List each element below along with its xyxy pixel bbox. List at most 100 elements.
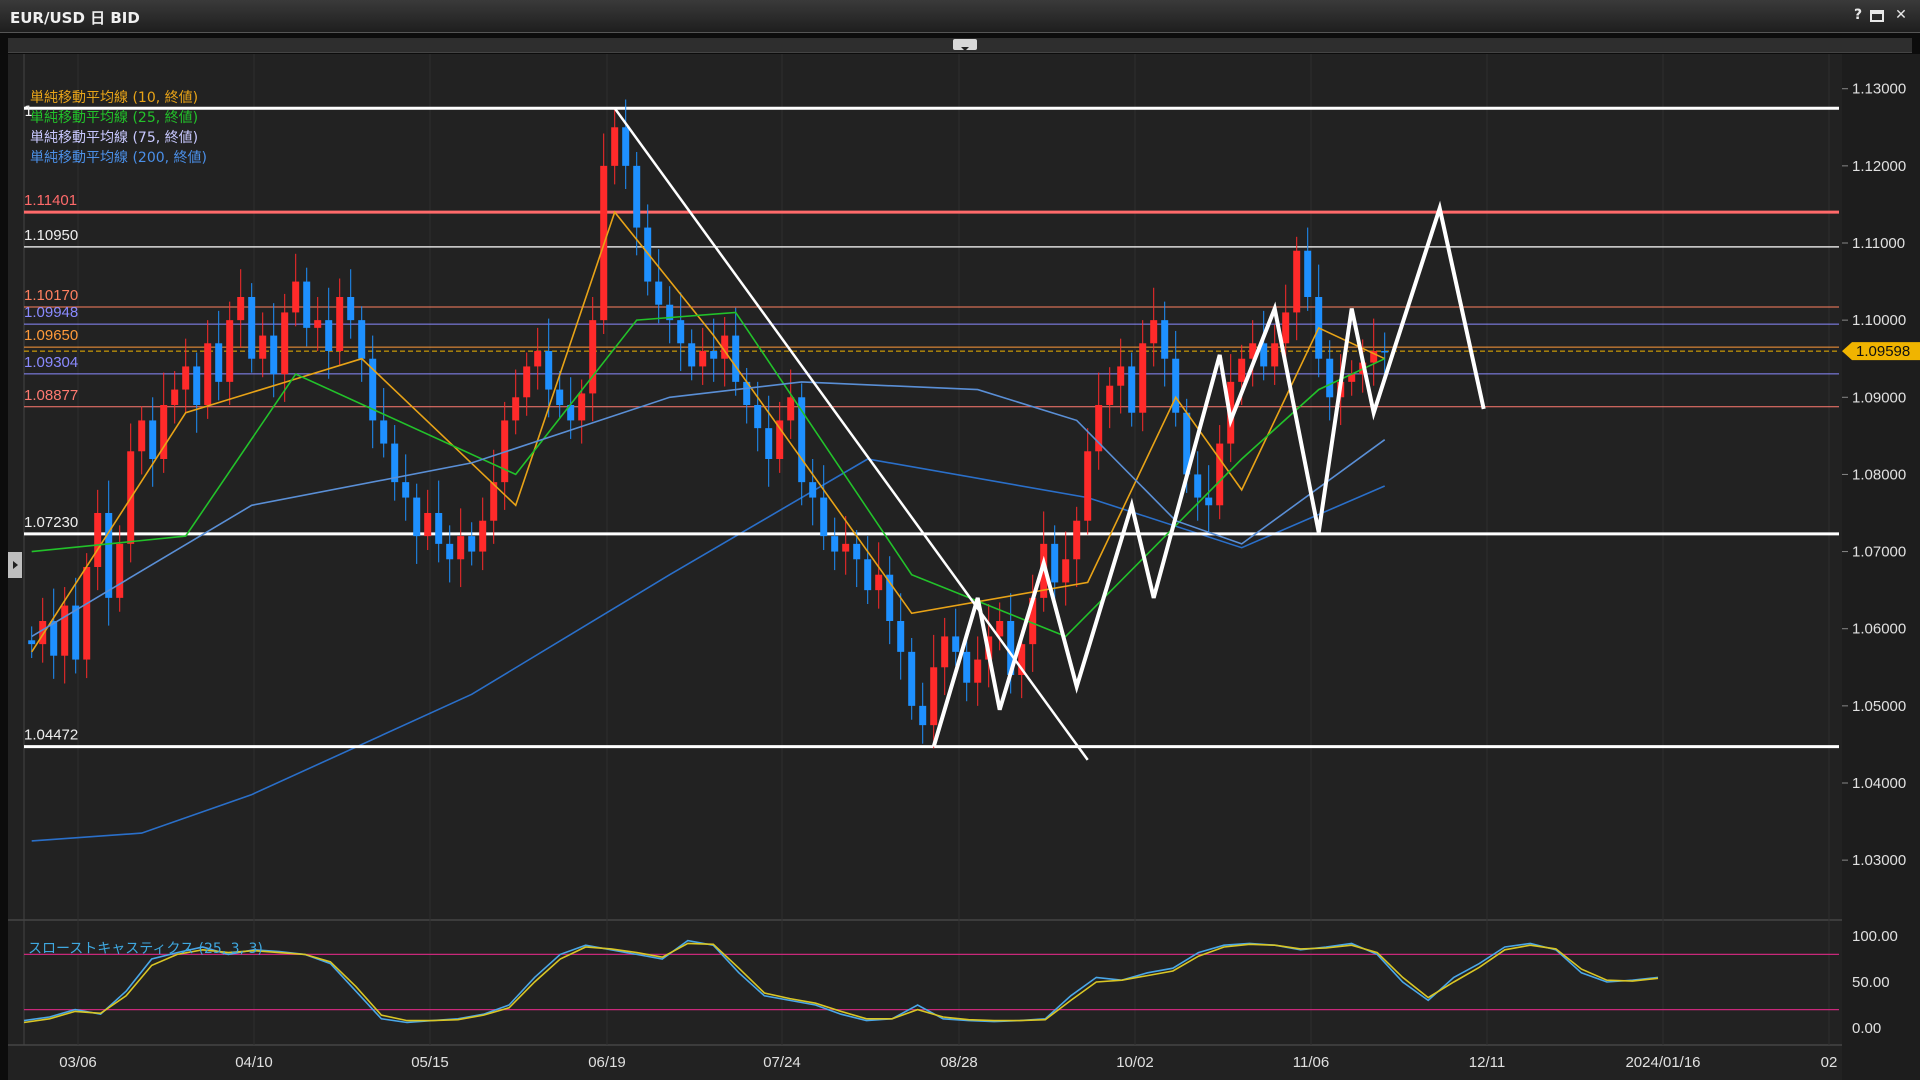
candle-body [556,389,564,405]
moving-averages [31,210,1386,653]
stoch-title: スローストキャスティクス (25, 3, 3) [28,941,263,957]
sma25-line [31,311,1386,638]
help-button[interactable]: ? [1853,7,1863,23]
candle-body [138,420,146,452]
price-tag-shape [1842,342,1920,361]
x-tick-label: 02 [1821,1054,1838,1071]
candle-body [754,405,762,429]
y-axis-panel [1842,54,1920,1080]
candle-body [1029,597,1037,645]
legend-entry: 単純移動平均線 (200, 終値) [30,150,207,166]
close-button[interactable]: ✕ [1895,7,1907,23]
candle-body [479,520,487,552]
candle-body [72,605,80,660]
candle-body [1238,358,1246,382]
candle-body [1249,343,1257,359]
candle-body [1084,451,1092,521]
legend-entry: 単純移動平均線 (10, 終値) [30,90,198,106]
level-label: 1.10170 [24,287,78,304]
x-tick-label: 04/10 [235,1054,273,1071]
price-axis: 1.13000 1.12000 1.11000 1.10000 1.09000 1.080… [1842,81,1906,869]
candle-body [28,640,36,645]
candle-body [1128,366,1136,413]
chart-background [8,54,1842,1080]
candle-body [1348,374,1356,382]
window-title: EUR/USD 日 BID [10,9,140,27]
candle-body [644,227,652,282]
candle-body [589,320,597,394]
candle-body [1139,343,1147,413]
candle-body [314,320,322,328]
candle-body [1381,351,1389,353]
candle-body [1370,351,1378,363]
candle-body [545,351,553,390]
candle-body [281,312,289,375]
candle-body [215,343,223,382]
candle-body [688,343,696,367]
candle-body [820,497,828,537]
candle-body [1040,543,1048,598]
candle-body [666,304,674,321]
candle-body [699,351,707,367]
candle-body [1282,312,1290,344]
candle-body [1183,412,1191,475]
chevron-right-icon [13,561,18,569]
candle-body [248,297,256,359]
candle-body [886,574,894,621]
trend-line [613,107,1089,761]
maximize-button[interactable] [1870,10,1888,22]
candle-body [1205,497,1213,506]
candle-body [655,281,663,305]
zigzag-line [931,200,1486,748]
x-tick-label: 05/15 [411,1054,449,1071]
candle-body [490,482,498,521]
candle-body [468,536,476,552]
candle-body [677,320,685,344]
side-panel-handle[interactable] [8,552,22,578]
candle-body [1007,621,1015,675]
candle-body [149,420,157,459]
candle-body [853,543,861,560]
collapse-toggle-button[interactable] [953,39,977,51]
y-tick-label: 1.13000 [1852,81,1906,98]
candle-body [963,651,971,683]
y-tick-label: 1.04000 [1852,775,1906,792]
candle-body [534,351,542,367]
y-tick-label: 1.08000 [1852,466,1906,483]
sma200-line [31,458,1386,842]
candle-body [1095,405,1103,452]
x-tick-label: 03/06 [59,1054,97,1071]
candle-body [1051,543,1059,583]
candle-body [303,281,311,328]
legend-entry: 単純移動平均線 (25, 終値) [30,110,198,126]
y-tick-label: 1.11000 [1852,235,1905,252]
candle-body [1326,358,1334,398]
sma200-line [31,458,1386,842]
y-tick-label: 1.12000 [1852,158,1906,175]
candle-body [897,621,905,652]
current-price-label: 1.09598 [1856,343,1910,360]
x-tick-label: 2024/01/16 [1625,1054,1700,1071]
candle-body [710,351,718,359]
candle-body [633,165,641,228]
candle-body [842,543,850,552]
candle-body [1293,250,1301,313]
candle-body [270,335,278,375]
candle-body [1106,385,1114,405]
candle-body [578,393,586,421]
stochastic-pane: 100.00 50.00 0.00 スローストキャスティクス (25, 3, 3) [23,928,1898,1037]
candle-body [259,335,267,359]
y-tick-label: 1.07000 [1852,544,1906,561]
candle-body [435,513,443,544]
candle-body [160,405,168,459]
window-titlebar: EUR/USD 日 BID ? ✕ [0,0,1920,33]
trend-drawings [613,107,1486,761]
candle-body [908,651,916,706]
x-tick-label: 07/24 [763,1054,801,1071]
candle-body [292,281,300,313]
candle-body [1018,644,1026,675]
gridlines [77,54,1830,1045]
candle-body [567,405,575,421]
